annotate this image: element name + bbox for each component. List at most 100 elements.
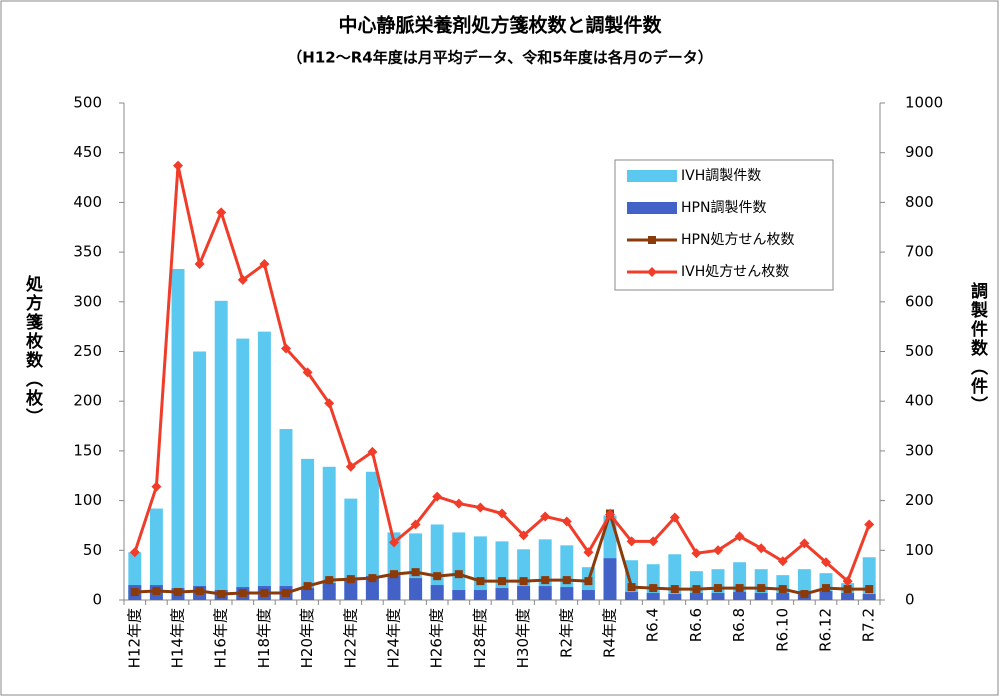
- line-marker: [842, 576, 853, 587]
- line-marker: [475, 502, 486, 513]
- bar: [171, 268, 185, 600]
- y2-tick-label: 800: [905, 193, 934, 211]
- y2-tick-label: 0: [905, 591, 915, 609]
- x-tick-label: H24年度: [385, 608, 403, 668]
- bar: [409, 578, 423, 600]
- line-marker: [734, 531, 745, 542]
- line-marker: [282, 589, 290, 598]
- bar: [430, 585, 444, 600]
- line-marker: [433, 572, 442, 581]
- bar: [430, 524, 444, 600]
- legend-label: IVH調製件数: [681, 168, 761, 184]
- bar: [344, 580, 358, 600]
- y2-tick-label: 1000: [905, 94, 943, 112]
- bar: [236, 338, 250, 600]
- legend-label: IVH処方せん枚数: [681, 264, 789, 280]
- line-marker: [368, 574, 377, 583]
- y2-tick-label: 900: [905, 143, 934, 161]
- legend-marker: [647, 267, 657, 277]
- x-tick-label: R7.2: [860, 608, 878, 642]
- bar: [322, 466, 336, 600]
- bar: [387, 575, 401, 600]
- bar: [301, 458, 315, 600]
- line-marker: [669, 512, 680, 523]
- line-marker: [410, 519, 421, 530]
- line-marker: [194, 259, 205, 270]
- y-tick-label: 400: [73, 193, 102, 211]
- line-marker: [411, 568, 420, 577]
- bar: [538, 586, 552, 600]
- bar: [776, 593, 790, 600]
- line-marker: [454, 570, 463, 579]
- y-tick-label: 250: [73, 342, 102, 360]
- line-marker: [238, 589, 247, 598]
- line-marker: [541, 576, 550, 585]
- line-marker: [605, 509, 615, 520]
- line-marker: [345, 461, 356, 472]
- line-marker: [237, 274, 248, 285]
- line-marker: [195, 587, 204, 596]
- line-marker: [367, 446, 378, 457]
- line-marker: [627, 583, 636, 592]
- line-marker: [216, 207, 227, 218]
- line-marker: [518, 530, 529, 541]
- line-marker: [130, 588, 139, 597]
- line-marker: [626, 536, 637, 547]
- line-marker: [584, 577, 593, 586]
- bar: [862, 594, 876, 600]
- line-marker: [173, 160, 183, 171]
- line-marker: [864, 519, 875, 530]
- line-marker: [432, 491, 443, 502]
- line-marker: [778, 585, 787, 594]
- bar: [603, 558, 617, 600]
- line-marker: [390, 570, 398, 579]
- bar: [473, 590, 487, 600]
- line-marker: [561, 516, 572, 527]
- bar: [257, 331, 271, 600]
- line-marker: [302, 367, 313, 378]
- y-tick-label: 500: [73, 94, 102, 112]
- line-marker: [259, 259, 270, 270]
- line-marker: [757, 584, 766, 593]
- bar: [495, 588, 509, 600]
- line-marker: [713, 545, 723, 556]
- x-tick-label: R6.8: [730, 608, 748, 642]
- x-tick-label: H30年度: [514, 608, 532, 668]
- x-tick-label: H12年度: [125, 608, 143, 668]
- line-marker: [324, 398, 335, 409]
- line-marker: [714, 584, 722, 593]
- line-marker: [843, 585, 852, 594]
- bar: [214, 300, 228, 600]
- y2-tick-label: 200: [905, 491, 934, 509]
- bar: [365, 471, 379, 600]
- line-marker: [821, 557, 831, 568]
- bar: [560, 587, 574, 600]
- line-marker: [129, 547, 140, 558]
- line-marker: [822, 584, 830, 593]
- legend-label: HPN処方せん枚数: [681, 232, 794, 248]
- line-marker: [799, 538, 810, 549]
- x-tick-label: H28年度: [471, 608, 489, 668]
- line-marker: [649, 584, 658, 593]
- y2-tick-label: 600: [905, 292, 934, 310]
- bar: [581, 590, 595, 600]
- y2-tick-label: 400: [905, 392, 934, 410]
- x-tick-label: R4年度: [601, 608, 619, 658]
- line-marker: [389, 537, 399, 548]
- line-marker: [865, 585, 874, 594]
- line-marker: [735, 584, 744, 593]
- y-tick-label: 100: [73, 491, 102, 509]
- x-tick-label: H18年度: [255, 608, 273, 668]
- bar: [452, 532, 466, 600]
- bar: [646, 593, 660, 600]
- x-tick-label: H22年度: [341, 608, 359, 668]
- x-tick-label: H16年度: [212, 608, 230, 668]
- legend-marker: [648, 236, 656, 244]
- bar: [668, 594, 682, 600]
- bar: [754, 593, 768, 600]
- y-tick-label: 0: [92, 591, 102, 609]
- bar: [560, 545, 574, 600]
- x-tick-label: H14年度: [169, 608, 187, 668]
- line-marker: [281, 343, 291, 354]
